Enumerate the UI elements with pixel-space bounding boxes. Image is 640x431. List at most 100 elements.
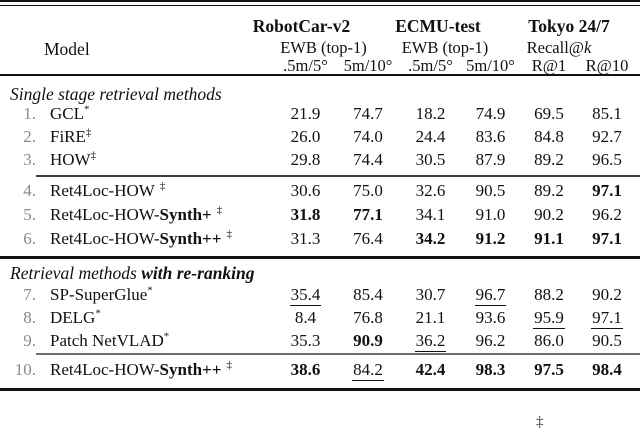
row-number: 7. xyxy=(23,285,36,304)
table-row: 7. SP-SuperGlue* 35.4 85.4 30.7 96.7 88.… xyxy=(8,285,636,307)
table-row: 9. Patch NetVLAD* 35.3 90.9 36.2 96.2 86… xyxy=(8,331,636,353)
model-name: Patch NetVLAD* xyxy=(50,331,275,351)
metric-value: 69.5 xyxy=(534,104,564,123)
metric-value-cell: 95.9 xyxy=(520,308,578,329)
top-rule-inner xyxy=(0,5,640,6)
metric-value: 42.4 xyxy=(415,360,446,379)
footnote-marker: ‡ xyxy=(226,228,232,241)
metric-value-cell: 84.2 xyxy=(336,360,400,381)
metric-text: EWB (top-1) xyxy=(401,38,489,57)
row-number: 5. xyxy=(23,205,36,224)
metric-value: 77.1 xyxy=(353,205,383,224)
metric-value: 74.0 xyxy=(353,127,383,146)
metric-value: 91.2 xyxy=(475,229,506,248)
model-name-text: Ret4Loc-HOW- xyxy=(50,205,160,224)
table-row: 1. GCL* 21.9 74.7 18.2 74.9 69.5 85.1 xyxy=(8,104,636,126)
metric-value: 84.2 xyxy=(352,360,384,381)
metric-value: 85.4 xyxy=(353,285,383,304)
footnote-marker: ‡ xyxy=(216,204,223,217)
metric-value: 74.9 xyxy=(475,104,506,123)
midrule-above-row4 xyxy=(36,175,640,177)
table-row: 6. Ret4Loc-HOW-Synth++ ‡ 31.3 76.4 34.2 9… xyxy=(8,229,636,251)
metric-label-tokyo: Recall@k xyxy=(501,38,617,58)
section-text: Retrieval methods xyxy=(10,263,142,283)
model-name-text: Ret4Loc-HOW- xyxy=(50,229,160,248)
model-name: FiRE‡ xyxy=(50,127,275,147)
metric-value: 32.6 xyxy=(415,181,446,200)
footnote-marker: ‡ xyxy=(85,126,92,139)
metric-value: 96.5 xyxy=(592,150,622,169)
model-name-text: GCL xyxy=(50,104,84,123)
header-subcolumn-row: .5m/5° 5m/10° .5m/5° 5m/10° R@1 R@10 xyxy=(8,56,636,76)
model-name: Ret4Loc-HOW-Synth+ ‡ xyxy=(50,205,275,225)
metric-value: 97.1 xyxy=(592,229,622,248)
row-number: 6. xyxy=(23,229,36,248)
metric-label-ecmu: EWB (top-1) xyxy=(385,38,505,58)
row-number: 3. xyxy=(23,150,36,169)
model-name-text: DELG xyxy=(50,308,96,327)
metric-value: 29.8 xyxy=(290,150,321,169)
model-name: Ret4Loc-HOW-Synth++ ‡ xyxy=(50,229,275,249)
metric-value: 90.5 xyxy=(475,181,506,200)
metric-value: 96.7 xyxy=(474,285,507,306)
section-text-bold: with re-ranking xyxy=(141,263,255,283)
metric-text: EWB (top-1) xyxy=(280,38,367,57)
metric-value: 18.2 xyxy=(415,104,446,123)
column-group-ecmu: ECMU-test xyxy=(395,16,481,36)
metric-value: 86.0 xyxy=(534,331,564,350)
row-number: 8. xyxy=(23,308,36,327)
metric-value: 30.7 xyxy=(415,285,446,304)
metric-text: Recall@ xyxy=(526,38,584,57)
metric-value: 34.2 xyxy=(415,229,446,248)
table-row: 2. FiRE‡ 26.0 74.0 24.4 83.6 84.8 92.7 xyxy=(8,127,636,149)
metric-value: 74.4 xyxy=(353,150,383,169)
metric-value: 30.5 xyxy=(415,150,446,169)
table-row: 10. Ret4Loc-HOW-Synth++ ‡ 38.6 84.2 42.4 … xyxy=(8,360,636,382)
model-name-text: FiRE xyxy=(50,127,86,146)
section-header-single-stage: Single stage retrieval methods xyxy=(10,84,222,105)
metric-value: 88.2 xyxy=(534,285,564,304)
subcolumn-ecmu-05m: .5m/5° xyxy=(408,56,453,75)
metric-value: 93.6 xyxy=(475,308,506,327)
footnote-marker: * xyxy=(84,103,90,116)
header-group-row: RobotCar-v2 ECMU-test Tokyo 24/7 xyxy=(8,16,636,37)
subcolumn-tokyo-r1: R@1 xyxy=(531,56,567,75)
metric-value-cell: 36.2 xyxy=(400,331,461,352)
metric-label-robotcar: EWB (top-1) xyxy=(261,38,386,58)
metric-value: 31.3 xyxy=(290,229,321,248)
model-name: SP-SuperGlue* xyxy=(50,285,275,305)
metric-value: 89.2 xyxy=(534,181,564,200)
metric-value: 31.8 xyxy=(290,205,321,224)
metric-value: 98.3 xyxy=(475,360,506,379)
top-rule-outer xyxy=(0,0,640,2)
subcolumn-ecmu-5m: 5m/10° xyxy=(466,56,515,75)
footnote-marker: ‡ xyxy=(159,180,166,193)
model-name-bold: Synth+ xyxy=(159,205,212,224)
footnote-marker: * xyxy=(147,284,153,297)
metric-value: 90.2 xyxy=(534,205,564,224)
model-name-text: Patch NetVLAD xyxy=(50,331,164,350)
model-name-text: HOW xyxy=(50,150,91,169)
metric-value: 97.1 xyxy=(591,308,623,329)
metric-value: 21.1 xyxy=(415,308,446,327)
metric-value-cell: 97.1 xyxy=(578,308,636,329)
metric-value: 95.9 xyxy=(533,308,565,329)
model-name: Ret4Loc-HOW ‡ xyxy=(50,181,275,201)
metric-value: 76.4 xyxy=(353,229,383,248)
metric-value: 84.8 xyxy=(534,127,564,146)
metric-value: 35.4 xyxy=(289,285,322,306)
model-name-bold: Synth++ xyxy=(159,360,222,379)
metric-value: 36.2 xyxy=(414,331,447,352)
model-name-text: Ret4Loc-HOW xyxy=(50,181,155,200)
metric-value: 85.1 xyxy=(592,104,622,123)
metric-value: 91.0 xyxy=(475,205,506,224)
table-row: 8. DELG* 8.4 76.8 21.1 93.6 95.9 97.1 xyxy=(8,308,636,330)
bottom-rule xyxy=(0,388,640,391)
metric-value: 76.8 xyxy=(353,308,383,327)
table-row: 3. HOW‡ 29.8 74.4 30.5 87.9 89.2 96.5 xyxy=(8,150,636,172)
row-number: 10. xyxy=(14,360,36,379)
model-name: Ret4Loc-HOW-Synth++ ‡ xyxy=(50,360,275,380)
model-name: HOW‡ xyxy=(50,150,275,170)
section-header-reranking: Retrieval methods with re-ranking xyxy=(10,263,255,284)
metric-value: 96.2 xyxy=(592,205,622,224)
